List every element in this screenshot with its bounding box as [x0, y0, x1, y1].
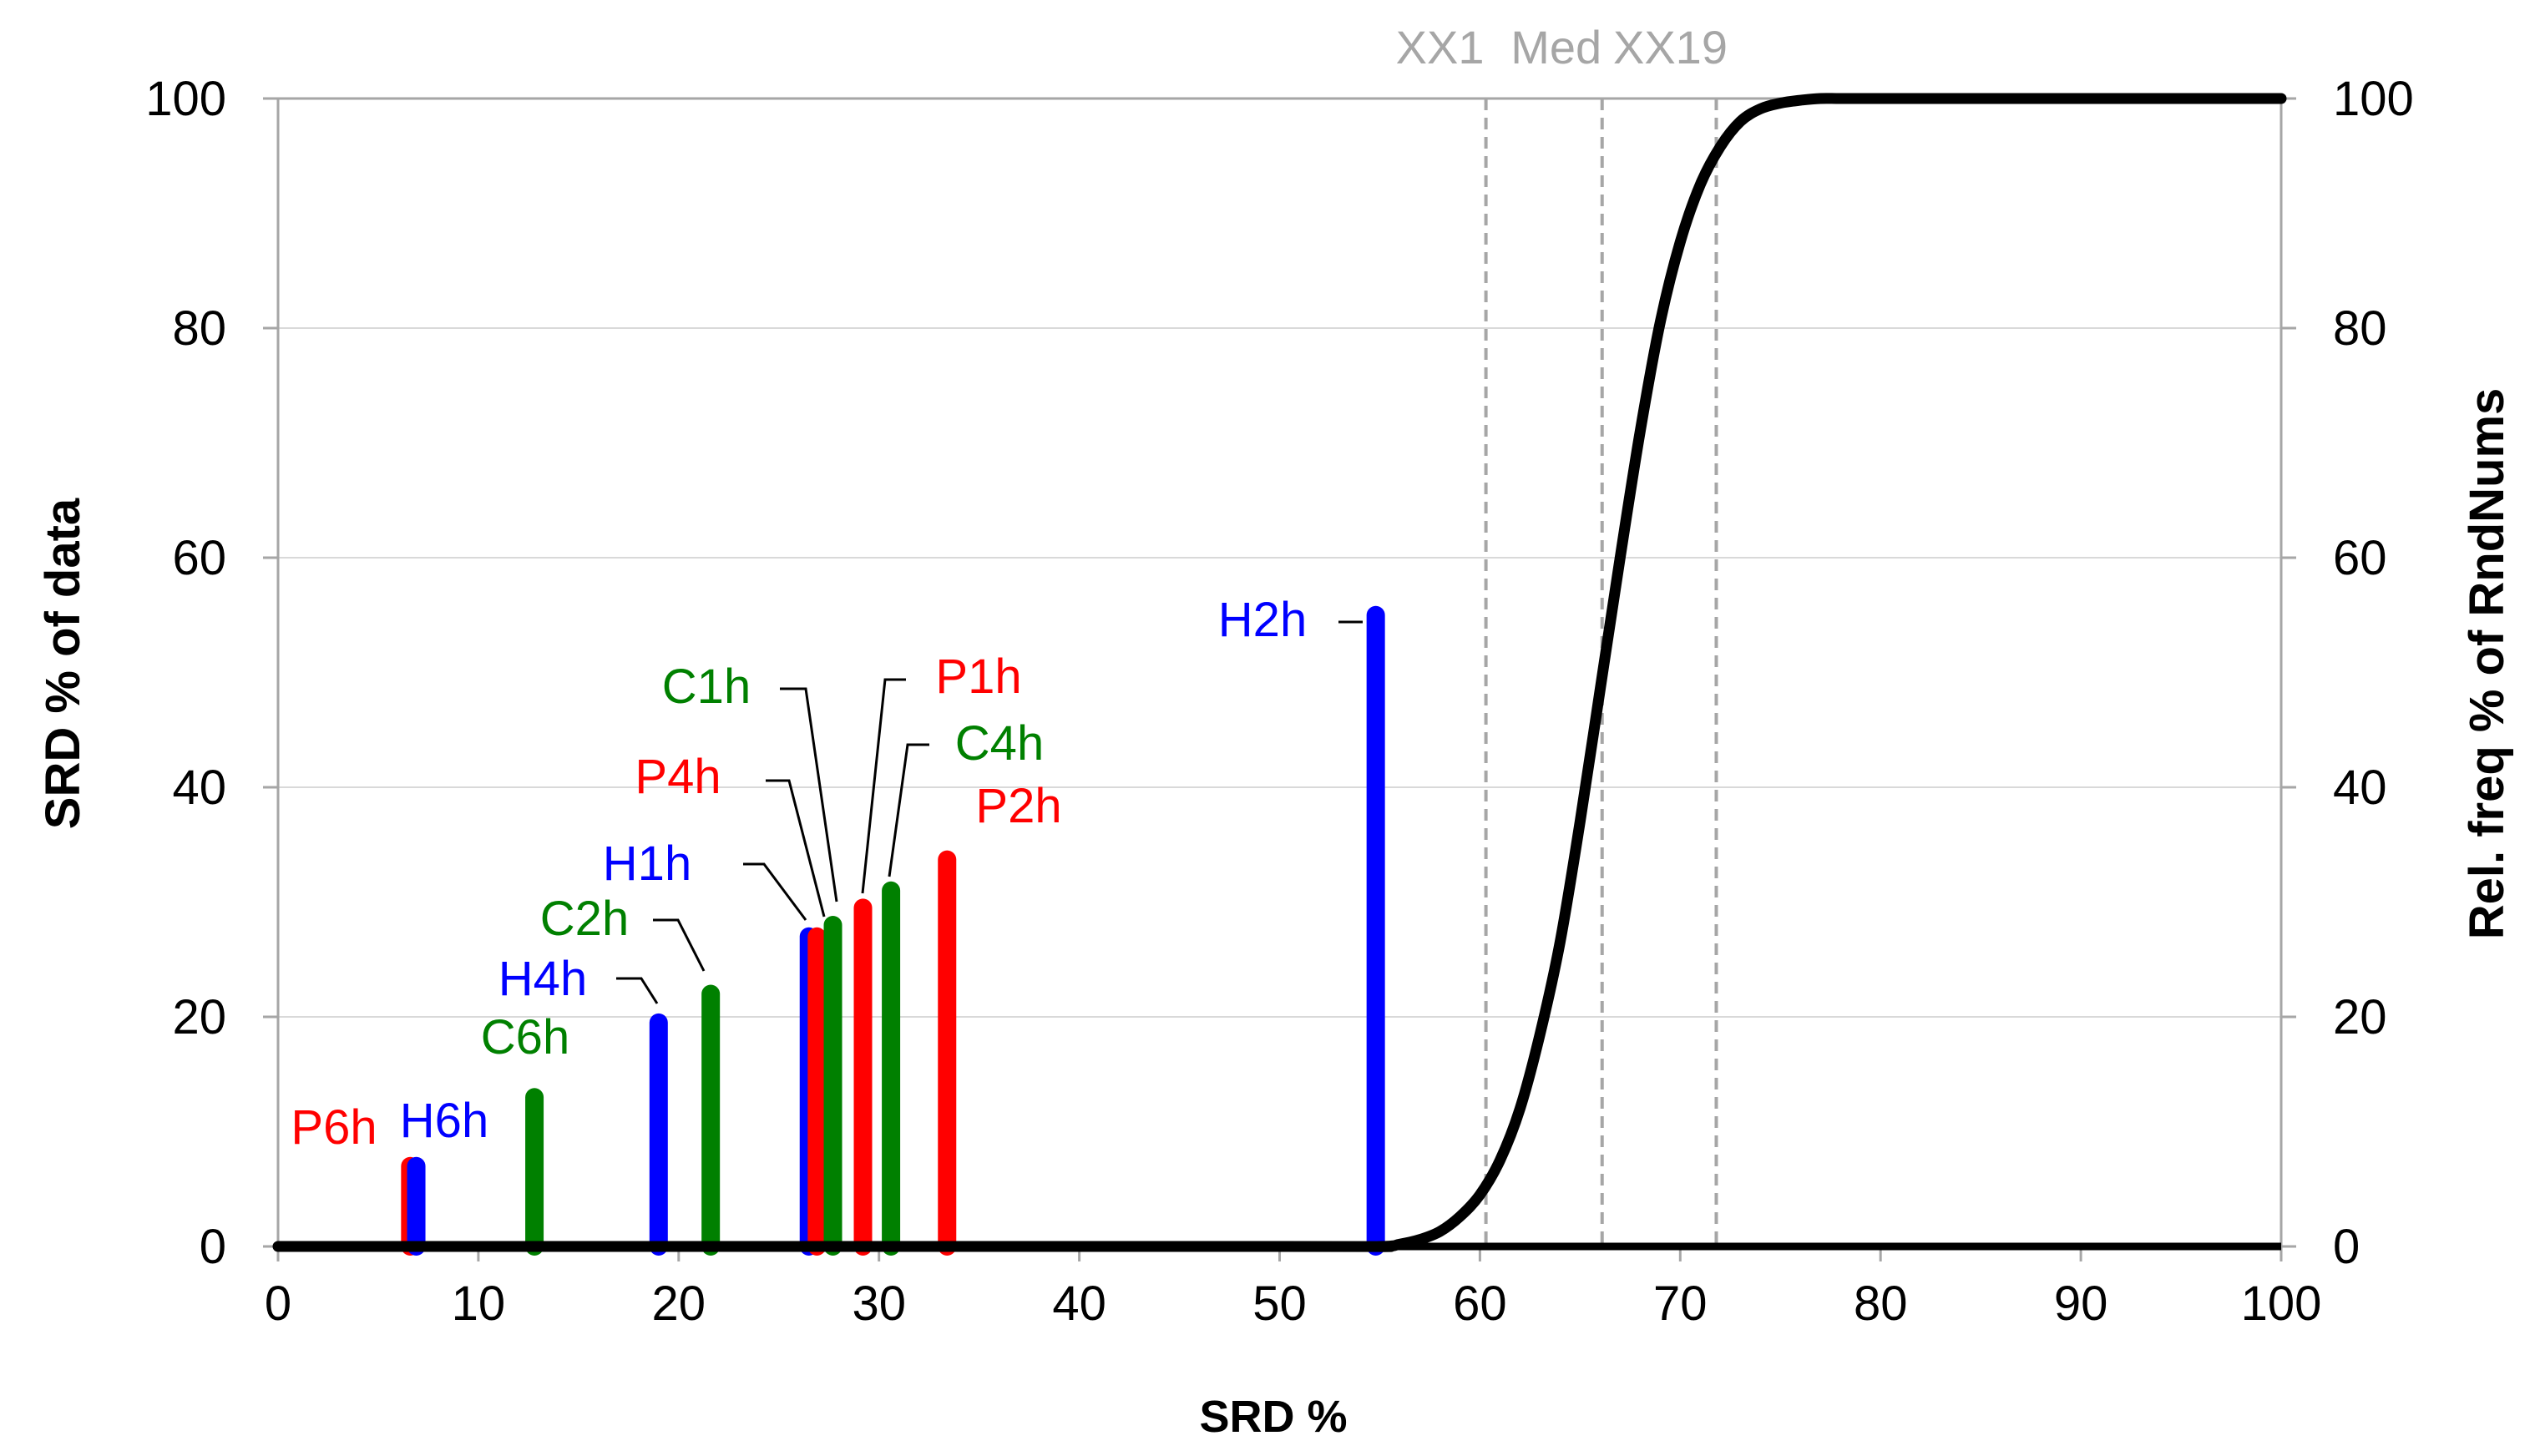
y-axis-title-right: Rel. freq % of RndNums [2460, 388, 2514, 940]
y-tick-label-right: 20 [2333, 990, 2387, 1044]
x-axis-title: SRD % [1199, 1392, 1347, 1442]
y-tick-label-right: 80 [2333, 301, 2387, 356]
x-tick-label: 40 [1052, 1277, 1106, 1331]
y-tick-label-right: 100 [2333, 72, 2414, 126]
x-tick-label: 80 [1854, 1277, 1908, 1331]
reference-line-label: Med [1510, 21, 1601, 73]
x-tick-label: 10 [452, 1277, 506, 1331]
label-leader-line [861, 678, 906, 894]
y-tick-label-left: 40 [172, 761, 226, 815]
y-tick-label-left: 100 [145, 72, 226, 126]
x-tick-label: 50 [1252, 1277, 1307, 1331]
x-tick-label: 70 [1653, 1277, 1708, 1331]
label-leader-line [616, 977, 659, 1004]
y-tick-label-left: 0 [200, 1220, 226, 1274]
bar-label: C1h [662, 660, 751, 714]
x-tick-label: 90 [2054, 1277, 2108, 1331]
x-tick-label: 0 [265, 1277, 291, 1331]
y-tick-label-right: 0 [2333, 1220, 2360, 1274]
x-tick-label: 60 [1453, 1277, 1507, 1331]
bar-label: P2h [975, 779, 1061, 833]
y-tick-label-right: 40 [2333, 761, 2387, 815]
bar-label: C4h [955, 716, 1044, 771]
y-tick-label-left: 20 [172, 990, 226, 1044]
y-axis-title-left: SRD % of data [36, 498, 90, 829]
label-leader-line [743, 862, 807, 921]
label-leader-line [766, 779, 826, 918]
y-tick-label-left: 60 [172, 531, 226, 585]
y-tick-label-right: 60 [2333, 531, 2387, 585]
bar-label: P1h [935, 650, 1021, 704]
bar-label: P6h [291, 1100, 377, 1155]
label-leader-line [653, 918, 706, 972]
label-leader-line [888, 743, 929, 877]
x-tick-label: 30 [852, 1277, 906, 1331]
bar-label: H6h [400, 1094, 488, 1148]
bar-label: H4h [498, 952, 587, 1006]
reference-line-label: XX1 [1396, 21, 1485, 73]
x-tick-label: 100 [2241, 1277, 2322, 1331]
reference-lines: XX1 Med XX19 [1396, 21, 1728, 1246]
bar-label: C2h [540, 892, 629, 946]
reference-line-label: XX19 [1613, 21, 1728, 73]
bar-label: P4h [635, 750, 721, 804]
label-leader-line [780, 687, 838, 902]
bar-label: H1h [603, 837, 691, 891]
bars [401, 605, 1385, 1256]
x-tick-label: 20 [652, 1277, 706, 1331]
bar-label: C6h [481, 1010, 569, 1064]
y-tick-label-left: 80 [172, 301, 226, 356]
bar-label: H2h [1218, 593, 1307, 647]
